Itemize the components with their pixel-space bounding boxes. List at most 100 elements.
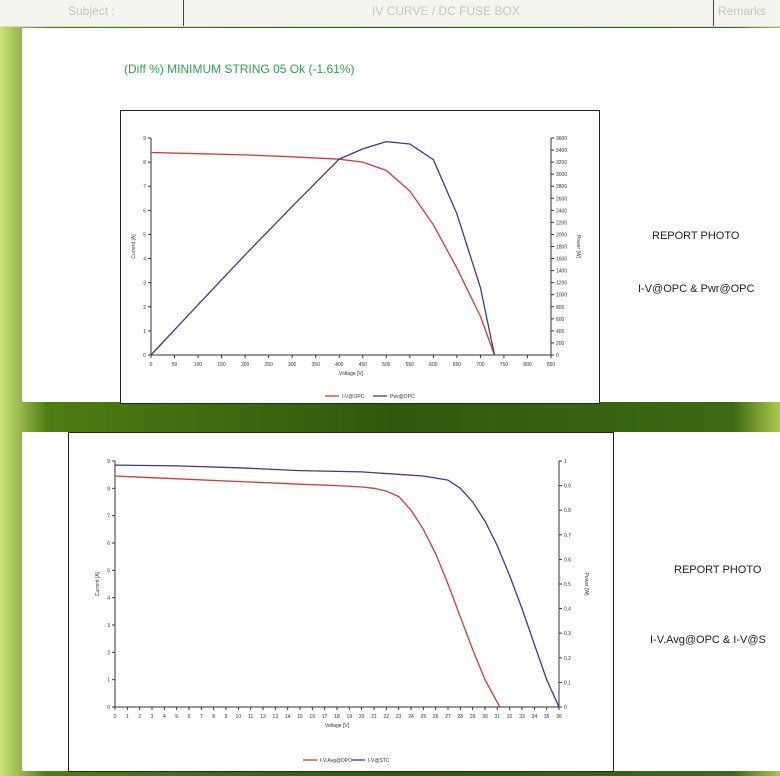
x-tick-label: 25 — [421, 714, 427, 720]
y-tick-label: 8 — [143, 160, 146, 166]
chart-frame-2: 0 1 2 3 4 5 6 7 8 9 10 11 12 13 14 15 16 17 18 19 20 21 22 23 24… — [68, 432, 614, 772]
y2-tick-label: 0 — [556, 353, 559, 359]
y2-tick-label: 3000 — [556, 172, 567, 178]
y-tick-label: 5 — [143, 232, 146, 238]
y2-tick-label: 2800 — [556, 184, 567, 190]
y-tick-label: 0 — [143, 353, 146, 359]
x-tick-label: 500 — [382, 362, 391, 368]
y2-tick-label: 600 — [556, 317, 565, 323]
x-tick-label: 24 — [408, 714, 414, 720]
x-tick-label: 9 — [225, 714, 228, 720]
y2-tick-label: 3600 — [556, 136, 567, 142]
y-tick-label: 9 — [107, 459, 110, 465]
x-tick-label: 150 — [217, 362, 226, 368]
x-tick-label: 30 — [482, 714, 488, 720]
x-tick-label: 11 — [248, 714, 253, 720]
y-axis-label: Current [A] — [95, 571, 101, 596]
y-tick-label: 8 — [107, 486, 110, 492]
x-tick-label: 34 — [532, 714, 538, 720]
y-tick-label: 4 — [143, 257, 146, 263]
y-tick-label: 7 — [107, 514, 110, 520]
report-photo-title: REPORT PHOTO — [674, 564, 762, 576]
y2-tick-label: 2400 — [556, 208, 567, 214]
y-tick-label: 1 — [143, 329, 146, 335]
report-photo-subtitle: I-V@OPC & Pwr@OPC — [638, 283, 755, 295]
y2-tick-label: 200 — [556, 341, 565, 347]
x-tick-label: 0 — [150, 362, 153, 368]
y2-tick-label: 0.4 — [564, 607, 571, 613]
x-tick-label: 10 — [236, 714, 242, 720]
x-tick-label: 33 — [519, 714, 525, 720]
legend-label-2: Pwr@OPC — [390, 394, 415, 400]
x-tick-label: 22 — [384, 714, 390, 720]
x-tick-label: 650 — [453, 362, 462, 368]
iv-power-chart: 0 50 100 150 200 250 300 350 400 450 500 550 600 650 7… — [131, 136, 581, 400]
x-tick-label: 1 — [126, 714, 129, 720]
x-tick-label: 31 — [495, 714, 501, 720]
report-panel-2: 0 1 2 3 4 5 6 7 8 9 10 11 12 13 14 15 16 17 18 19 20 21 22 23 24… — [22, 432, 780, 772]
y-tick-label: 5 — [107, 568, 110, 574]
y2-axis-label: Power [W] — [575, 235, 581, 259]
y2-tick-label: 2200 — [556, 220, 567, 226]
y-tick-label: 7 — [143, 184, 146, 190]
y2-tick-label: 0.5 — [564, 582, 571, 588]
x-tick-label: 50 — [172, 362, 178, 368]
y2-axis-label: Power [W] — [583, 572, 589, 596]
x-tick-label: 29 — [470, 714, 476, 720]
x-tick-label: 26 — [433, 714, 439, 720]
x-tick-label: 5 — [175, 714, 178, 720]
series-line-2 — [114, 464, 560, 708]
y-tick-label: 0 — [107, 705, 110, 711]
x-tick-label: 600 — [429, 362, 438, 368]
x-tick-label: 19 — [347, 714, 353, 720]
report-photo-title: REPORT PHOTO — [652, 230, 740, 242]
header-title: IV CURVE / DC FUSE BOX — [372, 4, 520, 18]
y-tick-label: 6 — [107, 541, 110, 547]
x-tick-label: 32 — [507, 714, 513, 720]
y2-tick-label: 1600 — [556, 257, 567, 263]
x-tick-label: 100 — [194, 362, 203, 368]
x-tick-label: 18 — [334, 714, 340, 720]
y-axis-label: Current [A] — [131, 234, 137, 259]
y-tick-label: 9 — [143, 136, 146, 142]
y2-tick-label: 2000 — [556, 232, 567, 238]
x-tick-label: 14 — [285, 714, 291, 720]
x-tick-label: 750 — [500, 362, 509, 368]
x-tick-label: 450 — [359, 362, 368, 368]
report-panel-1: (Diff %) MINIMUM STRING 05 Ok (-1.61%) 0… — [22, 28, 780, 404]
y2-tick-label: 3200 — [556, 160, 567, 166]
y2-tick-label: 1000 — [556, 293, 567, 299]
x-tick-label: 36 — [556, 714, 562, 720]
chart-frame-1: 0 50 100 150 200 250 300 350 400 450 500 550 600 650 7… — [120, 110, 600, 404]
series-line-1 — [114, 475, 501, 708]
x-tick-label: 400 — [335, 362, 344, 368]
header-divider — [713, 0, 714, 26]
y2-tick-label: 0.9 — [564, 484, 571, 490]
y2-tick-label: 0.7 — [564, 533, 571, 539]
iv-comparison-chart: 0 1 2 3 4 5 6 7 8 9 10 11 12 13 14 15 16 17 18 19 20 21 22 23 24… — [95, 459, 589, 764]
x-tick-label: 250 — [264, 362, 273, 368]
y2-tick-label: 1 — [564, 459, 567, 465]
remarks-label: Remarks — [718, 4, 767, 18]
y-tick-label: 2 — [143, 305, 146, 311]
x-axis-label: Voltage [V] — [339, 371, 364, 377]
report-photo-subtitle: I-V.Avg@OPC & I-V@S — [650, 634, 766, 646]
x-tick-label: 27 — [445, 714, 451, 720]
legend-label-2: I-V@STC — [368, 758, 390, 764]
x-tick-label: 2 — [138, 714, 141, 720]
x-tick-label: 15 — [297, 714, 303, 720]
x-tick-label: 23 — [396, 714, 402, 720]
y-tick-label: 2 — [107, 650, 110, 656]
y2-tick-label: 1800 — [556, 245, 567, 251]
x-tick-label: 28 — [458, 714, 464, 720]
y2-tick-label: 1400 — [556, 269, 567, 275]
x-tick-label: 6 — [188, 714, 191, 720]
y-tick-label: 3 — [107, 623, 110, 629]
x-tick-label: 850 — [547, 362, 556, 368]
y2-tick-label: 800 — [556, 305, 565, 311]
x-tick-label: 550 — [406, 362, 415, 368]
y2-tick-label: 0.8 — [564, 508, 571, 514]
header-divider — [183, 0, 184, 26]
y2-tick-label: 0.6 — [564, 557, 571, 563]
y-tick-label: 4 — [107, 596, 110, 602]
